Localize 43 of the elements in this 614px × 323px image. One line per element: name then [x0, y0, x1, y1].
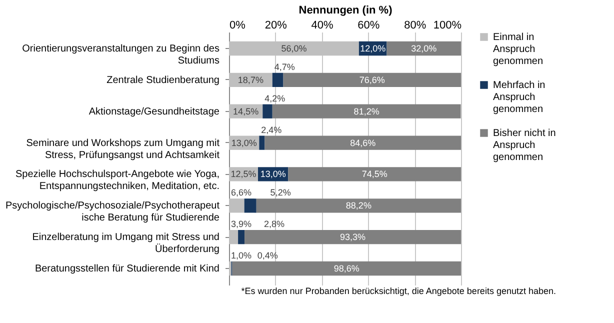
- y-tick-label: Einzelberatung im Umgang mit Stress und Überforderung: [32, 232, 220, 256]
- data-label: 81,2%: [354, 106, 380, 116]
- data-label: 32,0%: [411, 44, 437, 54]
- y-tick-label: Aktionstage/Gesundheitstage: [88, 106, 220, 118]
- legend-label: Bisher nicht in Anspruch genommen: [493, 128, 556, 163]
- x-tick-label: 0%: [230, 20, 246, 32]
- data-label: 93,3%: [340, 232, 366, 242]
- y-tick-label: Spezielle Hochschulsport-Angebote wie Yoga, Entspannungstechniken, Meditation, etc.: [15, 169, 220, 192]
- x-axis-title: Nennungen (in %): [298, 4, 393, 16]
- legend-label: Mehrfach in Anspruch genommen: [493, 80, 546, 115]
- data-label: 3,9%: [231, 219, 252, 230]
- data-label: 98,6%: [334, 264, 360, 274]
- data-label: 5,2%: [270, 188, 291, 198]
- data-label: 4,2%: [264, 93, 286, 104]
- y-tick-label: Seminare und Workshops zum Umgang mit Stress, Prüfungsangst und Achtsamkeit: [26, 138, 220, 161]
- data-label: 12,0%: [360, 44, 386, 54]
- data-label: 74,5%: [362, 169, 388, 180]
- text: *Es wurden nur Probanden berücksichtigt, die Angebote bereits genutzt haben.: [241, 286, 556, 296]
- x-tick-label: 100%: [433, 20, 462, 32]
- data-label: 56,0%: [281, 44, 307, 54]
- data-label: 6,6%: [231, 188, 252, 198]
- y-tick-label: Beratungsstellen für Studierende mit Kind: [34, 264, 220, 274]
- x-tick-label: 20%: [264, 20, 288, 32]
- x-tick-label: 80%: [404, 20, 426, 32]
- y-tick-label: Psychologische/Psychosoziale/Psychotherapeutische Beratung für Studierende: [5, 200, 220, 224]
- x-tick-label: 60%: [358, 20, 380, 32]
- y-tick-label: Orientierungsveranstaltungen zu Beginn des Studiums: [22, 44, 220, 66]
- data-label: 1,0%: [231, 250, 252, 260]
- data-label: 18,7%: [238, 74, 264, 85]
- data-label: 2,8%: [264, 219, 285, 230]
- data-label: 4,7%: [274, 62, 295, 72]
- data-label: 0,4%: [257, 250, 278, 260]
- y-tick-label: Zentrale Studienberatung: [106, 74, 220, 86]
- x-tick-label: 40%: [311, 20, 334, 32]
- data-label: 13,0%: [260, 169, 286, 180]
- data-label: 14,5%: [233, 106, 259, 116]
- data-label: 88,2%: [346, 200, 372, 211]
- data-label: 13,0%: [231, 138, 257, 148]
- data-label: 2,4%: [261, 124, 282, 135]
- data-label: 76,6%: [359, 74, 385, 85]
- legend-label: Einmal in Anspruch genommen: [493, 32, 544, 67]
- data-label: 84,6%: [350, 138, 376, 148]
- data-label: 12,5%: [230, 169, 256, 180]
